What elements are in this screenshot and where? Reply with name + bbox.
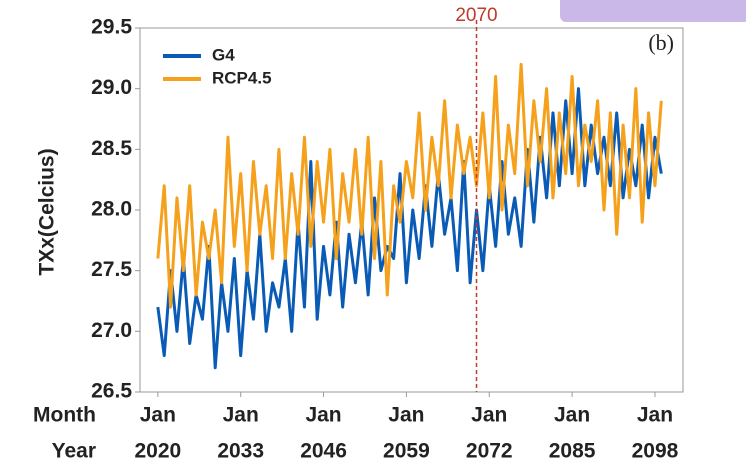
x-tick-label: 2020 (134, 440, 181, 463)
cut-off-badge (560, 0, 746, 22)
x-tick-label: 2059 (383, 440, 430, 463)
x-tick-month: Jan (637, 404, 673, 427)
series-line (156, 62, 663, 309)
x-tick-label: 2098 (632, 440, 679, 463)
y-tick-label: 27.0 (91, 319, 132, 342)
x-tick-month: Jan (554, 404, 590, 427)
x-tick-month: Jan (305, 404, 341, 427)
x-tick-label: 2046 (300, 440, 347, 463)
x-tick-month: Jan (140, 404, 176, 427)
x-tick-label: 2085 (549, 440, 596, 463)
reference-label: 2070 (455, 5, 497, 26)
x-tick-label: 2072 (466, 440, 513, 463)
y-tick-label: 27.5 (91, 258, 132, 281)
x-tick-label: 2033 (217, 440, 264, 463)
x-row-label: Month (33, 404, 96, 427)
x-row-label: Year (52, 440, 96, 463)
y-tick-label: 28.5 (91, 137, 132, 160)
legend-label: RCP4.5 (212, 68, 272, 87)
y-tick-label: 29.0 (91, 76, 132, 99)
x-tick-month: Jan (471, 404, 507, 427)
y-axis-label: TXx(Celcius) (36, 148, 59, 275)
x-tick-month: Jan (223, 404, 259, 427)
legend-label: G4 (212, 45, 235, 64)
y-tick-label: 28.0 (91, 198, 132, 221)
series-line (156, 87, 663, 370)
panel-label: (b) (648, 30, 674, 55)
y-tick-label: 26.5 (91, 380, 132, 403)
y-tick-label: 29.5 (91, 16, 132, 39)
x-tick-month: Jan (388, 404, 424, 427)
